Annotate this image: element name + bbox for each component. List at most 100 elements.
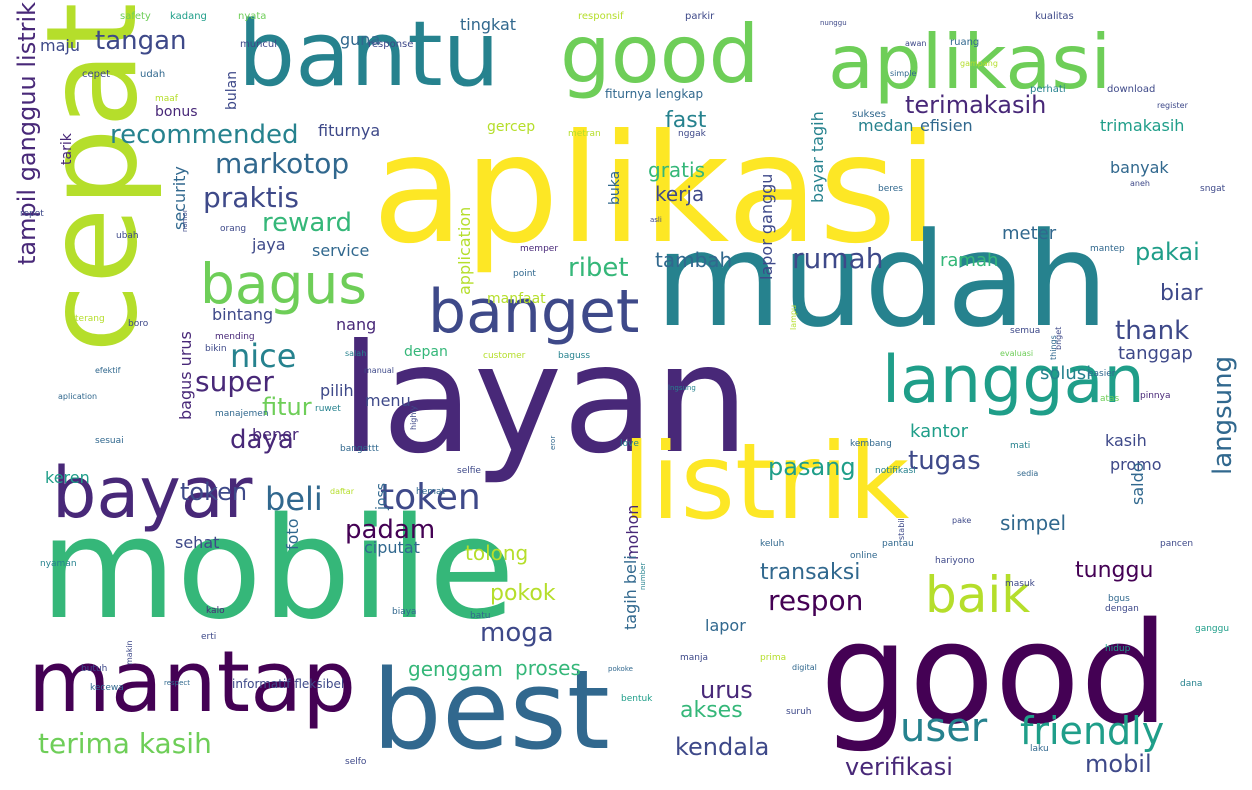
word: fitur: [262, 393, 312, 421]
word: tunggu: [1075, 558, 1154, 583]
word: reward: [262, 208, 353, 238]
word: stabil: [897, 518, 906, 540]
word: thank: [1115, 316, 1190, 346]
word: online: [850, 551, 878, 561]
word: nomor: [181, 209, 189, 232]
word: lapor: [705, 616, 746, 635]
word: maju: [40, 36, 80, 55]
word: baguss: [558, 351, 591, 361]
word: sesuai: [95, 436, 124, 446]
word: gampang: [960, 59, 998, 68]
word: pancen: [1160, 539, 1194, 549]
word: akses: [680, 698, 743, 723]
word: rumah: [792, 242, 884, 275]
word: tampil gangguu listrik: [13, 2, 41, 266]
word: lngsung: [668, 384, 696, 392]
word: parkir: [685, 11, 715, 22]
word: best: [372, 646, 610, 774]
word: pantau: [882, 539, 914, 549]
word: muncul: [240, 39, 278, 50]
word: customer: [483, 351, 526, 361]
word: user: [900, 705, 988, 751]
word: ramah: [940, 250, 999, 271]
word: keren: [45, 468, 90, 487]
word: padam: [345, 515, 436, 545]
word: urus: [700, 676, 753, 704]
word: semua: [1010, 326, 1041, 336]
word: mati: [1010, 441, 1031, 451]
word: gratis: [648, 158, 705, 182]
word: bangettt: [340, 444, 379, 454]
word: keluh: [760, 539, 785, 549]
word: kualitas: [1035, 11, 1074, 22]
word: tagih beli: [621, 555, 640, 630]
word: simpel: [1000, 511, 1067, 535]
word: maaf: [155, 94, 178, 104]
word: tambah: [655, 248, 733, 272]
word: bikin: [205, 344, 227, 354]
word: joss: [374, 482, 390, 510]
word: tangan: [95, 26, 187, 56]
word: guna: [340, 30, 381, 49]
word: ribet: [568, 253, 629, 283]
word: gercep: [487, 119, 536, 135]
word: evaluasi: [1000, 349, 1034, 358]
word: simple: [890, 69, 917, 78]
word: kasih: [1105, 431, 1147, 450]
word: love: [620, 439, 639, 449]
word: menu: [365, 391, 411, 410]
word: dana: [1180, 679, 1203, 689]
word: meter: [1002, 223, 1057, 244]
word: bintang: [212, 305, 274, 324]
word: biar: [1160, 281, 1203, 306]
word: aplication: [58, 392, 98, 401]
word: efisien: [920, 116, 973, 135]
word: bener: [252, 425, 299, 444]
word: mobil: [1085, 750, 1152, 778]
word: efektif: [95, 366, 121, 375]
word: highly: [409, 405, 418, 430]
word: ruang: [950, 37, 980, 48]
word: tugas: [908, 446, 981, 476]
word: makin: [125, 640, 134, 665]
word: point: [513, 269, 536, 279]
word: kantor: [910, 421, 969, 442]
word: hariyono: [935, 556, 975, 566]
word: bonus: [155, 104, 198, 120]
word: fiturnya lengkap: [605, 87, 704, 101]
word: bagus: [200, 252, 368, 316]
word: bantu: [238, 2, 500, 107]
word: praktis: [203, 181, 300, 214]
word: manual: [364, 366, 394, 375]
word: kecewa: [90, 683, 124, 693]
word: respon: [768, 584, 864, 617]
word: salah: [345, 349, 367, 358]
word: application: [455, 206, 474, 295]
word: sedia: [1017, 469, 1039, 478]
word: orang: [220, 224, 247, 234]
word: mantap: [28, 633, 357, 732]
word: manfaat: [487, 291, 546, 307]
word: hidup: [1105, 644, 1131, 654]
word: daftar: [330, 487, 354, 496]
word: layan: [340, 313, 750, 487]
word: perhati: [1030, 84, 1066, 95]
word: nyaman: [40, 559, 77, 569]
word: nggak: [678, 129, 706, 139]
word: bentuk: [621, 694, 653, 704]
word: nunggu: [820, 19, 847, 27]
word: solusi: [1040, 363, 1092, 384]
word: download: [1107, 84, 1156, 95]
word: kadang: [170, 11, 207, 22]
word: dengan: [1105, 604, 1139, 614]
word: pokok: [490, 581, 556, 606]
word: verifikasi: [845, 753, 953, 781]
word: tingkat: [460, 15, 517, 34]
word: aneh: [1130, 179, 1150, 188]
word: aplikasi: [372, 103, 939, 277]
word: tarik: [59, 133, 75, 165]
word: baik: [925, 566, 1031, 624]
word: bgus: [1108, 594, 1130, 604]
word: suruh: [786, 707, 812, 717]
word: masuk: [1005, 579, 1035, 589]
